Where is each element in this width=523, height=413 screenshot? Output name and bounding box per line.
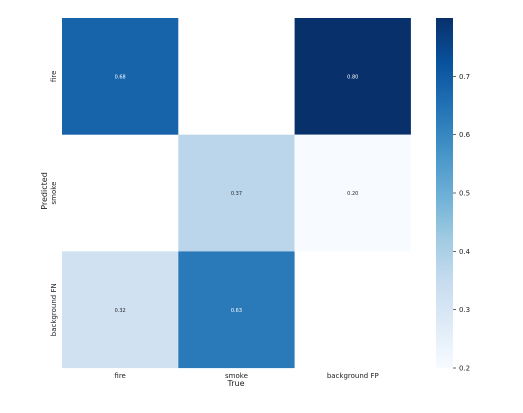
heatmap-cell (178, 134, 295, 252)
y-axis-ticks: fire smoke background FN (50, 71, 58, 337)
heatmap-cell-label: 0.32 (115, 308, 126, 314)
colorbar-tick-label: 0.4 (459, 248, 471, 256)
heatmap-cell-label: 0.20 (347, 191, 358, 197)
colorbar-tick-label: 0.2 (459, 365, 470, 373)
heatmap-cell (62, 251, 179, 369)
heatmap-cell (294, 18, 411, 135)
heatmap-cell-label: 0.80 (347, 74, 358, 80)
colorbar-tick-label: 0.6 (459, 131, 471, 139)
colorbar-tick-label: 0.5 (459, 190, 470, 198)
heatmap-cells (62, 18, 411, 369)
x-tick-label: smoke (225, 372, 248, 380)
heatmap-cell-labels: 0.68 0.80 0.37 0.20 0.32 0.63 (115, 74, 359, 313)
heatmap-cell-label: 0.63 (231, 308, 242, 314)
heatmap-cell (294, 134, 411, 252)
colorbar-tick-label: 0.7 (459, 73, 470, 81)
x-axis-label: True (227, 379, 245, 388)
colorbar (436, 18, 453, 368)
y-tick-label: smoke (50, 182, 58, 205)
heatmap-cell-label: 0.68 (115, 74, 126, 80)
x-tick-label: fire (114, 372, 125, 380)
y-axis-label: Predicted (40, 172, 49, 210)
heatmap-cell (178, 251, 295, 369)
heatmap-cell (62, 18, 179, 135)
x-tick-label: background FP (327, 372, 379, 380)
x-axis-ticks: fire smoke background FP (114, 372, 378, 380)
colorbar-tick-label: 0.3 (459, 306, 470, 314)
y-tick-label: fire (50, 71, 58, 82)
y-tick-label: background FN (50, 283, 58, 336)
heatmap-cell-label: 0.37 (231, 191, 242, 197)
colorbar-ticks: 0.2 0.3 0.4 0.5 0.6 0.7 (453, 73, 471, 373)
